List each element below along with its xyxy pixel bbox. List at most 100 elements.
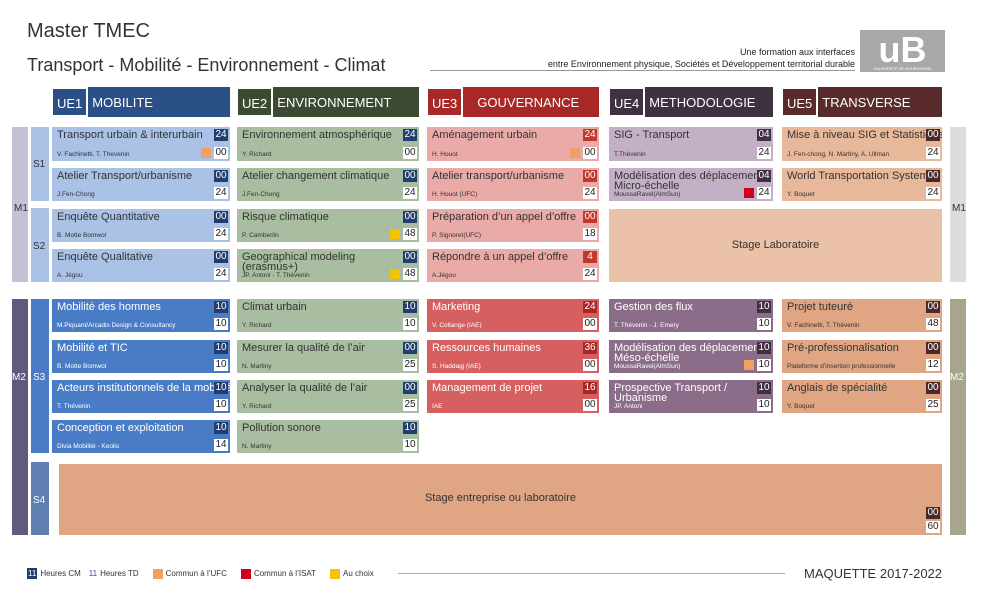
course-card: Prospective Transport / Urbanisme JP. Ant… bbox=[609, 380, 773, 413]
stage-laboratoire-block: Stage Laboratoire bbox=[609, 209, 942, 282]
course-teacher: MoussaRavel(AlmSun) bbox=[614, 191, 681, 198]
td-hours: 25 bbox=[403, 399, 417, 411]
course-title: Risque climatique bbox=[242, 211, 329, 223]
cm-hours: 16 bbox=[583, 382, 597, 394]
course-title: Prospective Transport / Urbanisme bbox=[614, 382, 728, 404]
ufc-marker bbox=[201, 148, 211, 158]
page-subtitle: Transport - Mobilité - Environnement - C… bbox=[27, 55, 386, 75]
ue3-name: GOUVERNANCE bbox=[477, 94, 580, 110]
course-teacher: Y. Richard bbox=[242, 403, 272, 410]
tagline-line-1: Une formation aux interfaces bbox=[739, 47, 855, 57]
course-title: Climat urbain bbox=[242, 301, 307, 313]
td-hours: 60 bbox=[926, 521, 940, 533]
course-teacher: H. Houot bbox=[432, 151, 458, 158]
cm-hours: 00 bbox=[926, 129, 940, 141]
legend-cm-label: Heures CM bbox=[40, 569, 81, 578]
course-card: Répondre à un appel d’offre A.Jégou 4 24 bbox=[427, 249, 599, 282]
s3-band bbox=[31, 299, 49, 453]
course-teacher: V. Fachinetti, T. Thévenin bbox=[787, 322, 860, 329]
td-hours: 24 bbox=[757, 147, 771, 159]
ufc-marker bbox=[744, 360, 754, 370]
course-card: Mobilité et TIC B. Motte Bomwol 10 10 bbox=[52, 340, 230, 373]
cm-hours: 00 bbox=[926, 382, 940, 394]
course-title: Mise à niveau SIG et Statistique bbox=[787, 129, 942, 141]
ue5-header: UE5 TRANSVERSE bbox=[781, 87, 942, 117]
cm-hours: 10 bbox=[757, 342, 771, 354]
td-hours: 00 bbox=[403, 147, 417, 159]
td-hours: 48 bbox=[926, 318, 940, 330]
course-title: Répondre à un appel d’offre bbox=[432, 251, 569, 263]
course-teacher: N. Martiny bbox=[242, 443, 272, 450]
course-title: Stage entreprise ou laboratoire bbox=[424, 492, 577, 504]
cm-hours: 24 bbox=[403, 129, 417, 141]
course-card: Anglais de spécialité Y. Boquet 00 25 bbox=[782, 380, 942, 413]
course-card: Aménagement urbain H. Houot 24 00 bbox=[427, 127, 599, 161]
td-hours: 10 bbox=[403, 439, 417, 451]
course-card: Ressources humaines S. Haddagj (IAE) 36 00 bbox=[427, 340, 599, 373]
legend-cm-num: 11 bbox=[27, 568, 38, 579]
course-card: Enquête Qualitative A. Jégou 00 24 bbox=[52, 249, 230, 282]
cm-hours: 00 bbox=[403, 251, 417, 263]
m1-band bbox=[12, 127, 28, 282]
course-title: Mobilité et TIC bbox=[57, 342, 128, 354]
legend-ufc-swatch bbox=[152, 568, 163, 579]
cm-hours: 10 bbox=[214, 382, 228, 394]
ub-logo: uB bbox=[860, 30, 945, 72]
course-teacher: JP. Antoni - T. Thévenin bbox=[242, 272, 310, 279]
td-hours: 10 bbox=[403, 318, 417, 330]
course-teacher: P. Camberlin bbox=[242, 232, 279, 239]
td-hours: 10 bbox=[214, 399, 228, 411]
legend-td-num: 11 bbox=[88, 569, 98, 578]
choice-marker bbox=[390, 269, 400, 279]
ue2-number: UE2 bbox=[236, 87, 274, 117]
course-card: Analyser la qualité de l’air Y. Richard 00… bbox=[237, 380, 419, 413]
course-title: Projet tuteuré bbox=[787, 301, 854, 313]
ue2-header: UE2 ENVIRONNEMENT bbox=[236, 87, 419, 117]
m2-label-right: M2 bbox=[950, 372, 964, 383]
ue3-header: UE3 GOUVERNANCE bbox=[426, 87, 599, 117]
course-card: World Transportation System Y. Boquet 00 24 bbox=[782, 168, 942, 201]
course-title: Environnement atmosphérique bbox=[242, 129, 392, 141]
s2-label: S2 bbox=[33, 241, 46, 252]
course-teacher: N. Martiny bbox=[242, 363, 272, 370]
cm-hours: 00 bbox=[926, 170, 940, 182]
td-hours: 25 bbox=[403, 359, 417, 371]
course-teacher: Plateforme d’insertion professionnelle bbox=[787, 363, 896, 370]
cm-hours: 10 bbox=[403, 422, 417, 434]
course-teacher: T. Thévenin bbox=[57, 403, 91, 410]
course-teacher: T.Thévenin bbox=[614, 151, 646, 158]
td-hours: 00 bbox=[214, 147, 228, 159]
course-title: Analyser la qualité de l’air bbox=[242, 382, 368, 394]
legend-choice-label: Au choix bbox=[343, 569, 374, 578]
td-hours: 48 bbox=[403, 228, 417, 240]
course-card: Geographical modeling (erasmus+) JP. Anto… bbox=[237, 249, 419, 282]
course-title: Pollution sonore bbox=[242, 422, 321, 434]
cm-hours: 4 bbox=[583, 251, 597, 263]
cm-hours: 10 bbox=[214, 301, 228, 313]
course-teacher: J.Fen-Chong bbox=[57, 191, 95, 198]
s4-label: S4 bbox=[33, 495, 46, 506]
cm-hours: 00 bbox=[403, 342, 417, 354]
course-title: Mesurer la qualité de l’air bbox=[242, 342, 365, 354]
course-title: SIG - Transport bbox=[614, 129, 690, 141]
ue1-name: MOBILITE bbox=[92, 94, 153, 110]
ue5-number: UE5 bbox=[781, 87, 819, 117]
course-card: Marketing V. Collange (IAE) 24 00 bbox=[427, 299, 599, 332]
cm-hours: 04 bbox=[757, 170, 771, 182]
m1-label-right: M1 bbox=[952, 203, 966, 214]
logo-text: uB bbox=[878, 29, 927, 70]
course-title: Préparation d’un appel d’offre bbox=[432, 211, 577, 223]
course-title: Atelier Transport/urbanisme bbox=[57, 170, 193, 182]
course-card: Projet tuteuré V. Fachinetti, T. Thévenin… bbox=[782, 299, 942, 332]
cm-hours: 00 bbox=[583, 211, 597, 223]
td-hours: 24 bbox=[403, 187, 417, 199]
course-title: Management de projet bbox=[432, 382, 543, 394]
cm-hours: 10 bbox=[757, 382, 771, 394]
td-hours: 14 bbox=[214, 439, 228, 451]
course-card: Risque climatique P. Camberlin 00 48 bbox=[237, 209, 419, 242]
legend-choice-swatch bbox=[330, 568, 341, 579]
course-teacher: V. Fachinetti, T. Thevenin bbox=[57, 151, 130, 158]
cm-hours: 10 bbox=[214, 422, 228, 434]
cm-hours: 00 bbox=[926, 301, 940, 313]
course-teacher: JP. Antoni bbox=[614, 403, 643, 410]
